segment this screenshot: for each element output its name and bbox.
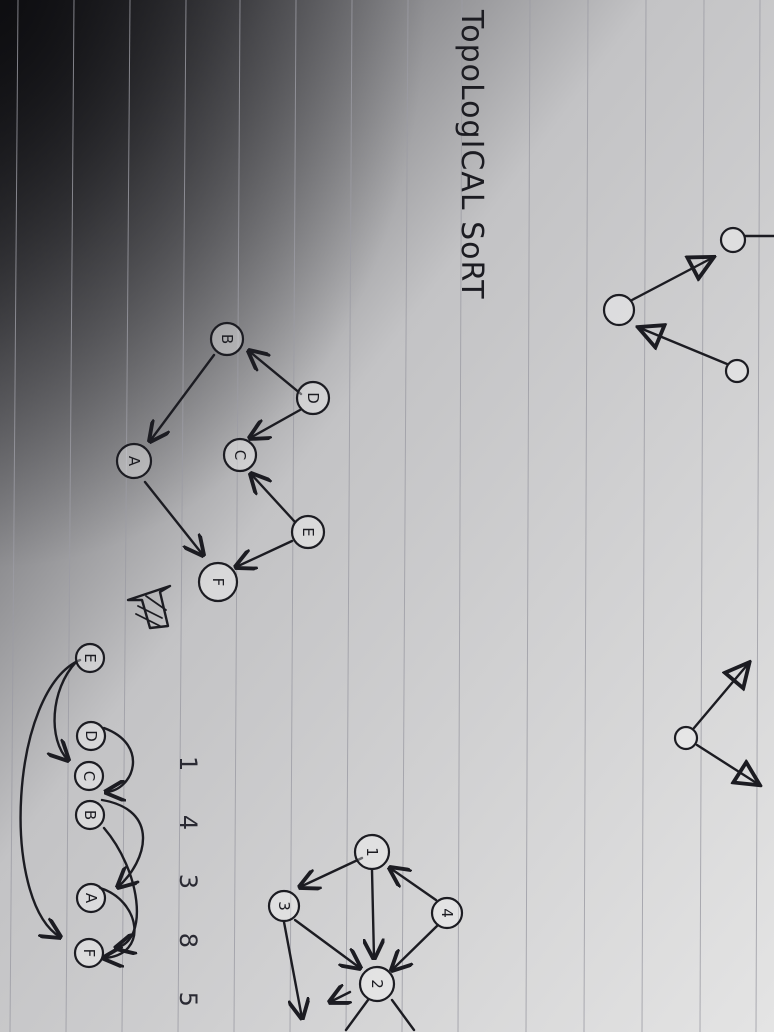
graph-node-d: D xyxy=(295,380,331,416)
linear-ordering: E D C B A F xyxy=(19,642,145,969)
svg-text:A: A xyxy=(125,456,143,467)
svg-text:D: D xyxy=(304,392,322,404)
svg-text:C: C xyxy=(80,771,98,781)
order-node-c: C xyxy=(73,760,105,792)
svg-text:C: C xyxy=(231,450,249,460)
svg-text:3: 3 xyxy=(275,901,293,911)
graph-node-c: C xyxy=(222,437,258,473)
order-node-e: E xyxy=(74,642,106,674)
order-node-f: F xyxy=(73,937,105,969)
order-node-d: D xyxy=(75,720,107,752)
svg-text:D: D xyxy=(82,730,100,742)
number-graph: 1 4 3 2 xyxy=(267,833,464,1032)
svg-text:A: A xyxy=(82,893,100,904)
num-node-3: 3 xyxy=(267,889,301,923)
tree-sketch-top xyxy=(602,226,774,384)
svg-text:E: E xyxy=(81,653,99,662)
svg-text:E: E xyxy=(299,527,317,536)
svg-text:F: F xyxy=(80,949,98,958)
svg-text:F: F xyxy=(209,578,227,587)
page-title: TopoLogICAL SoRT xyxy=(454,9,489,300)
graph-node-f: F xyxy=(197,561,239,603)
svg-text:B: B xyxy=(81,810,99,820)
num-node-4: 4 xyxy=(430,896,464,930)
number-sequence: 1 4 3 8 5 2 6 xyxy=(174,756,202,1032)
svg-text:B: B xyxy=(218,334,236,344)
num-node-1: 1 xyxy=(353,833,391,871)
tree-sketch-middle xyxy=(673,664,758,784)
graph-node-e: E xyxy=(290,514,326,550)
order-node-a: A xyxy=(75,882,107,914)
order-node-b: B xyxy=(74,799,106,831)
num-node-2: 2 xyxy=(358,965,396,1003)
graph-node-a: A xyxy=(115,442,153,480)
svg-text:4: 4 xyxy=(438,908,456,918)
ruled-lines xyxy=(9,0,761,1032)
graph-node-b: B xyxy=(209,321,245,357)
svg-text:1: 1 xyxy=(363,847,381,857)
transition-arrow xyxy=(126,584,172,630)
svg-text:2: 2 xyxy=(368,979,386,989)
letter-graph: B D C A E F xyxy=(115,321,331,603)
